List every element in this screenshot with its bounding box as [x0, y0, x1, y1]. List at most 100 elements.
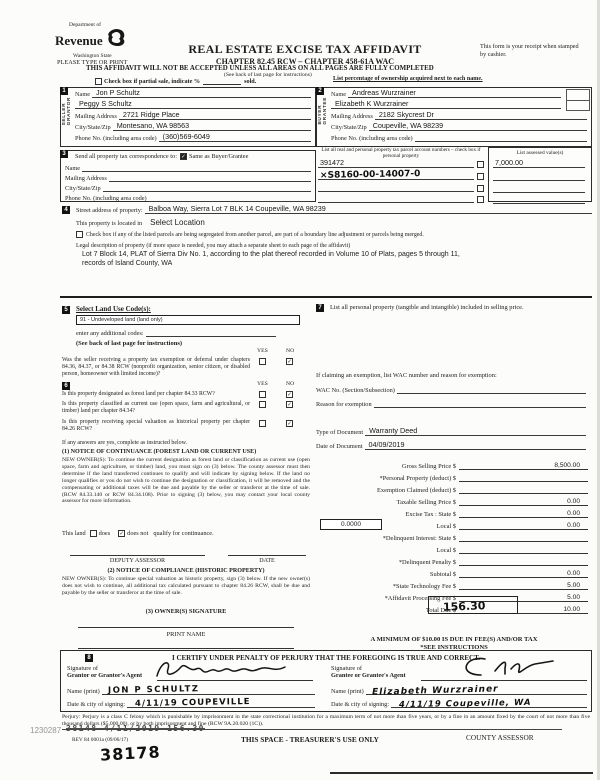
- corr-city-row: City/State/Zip: [65, 184, 311, 192]
- grantee-name-field: Elizabeth Wurzrainer: [365, 684, 587, 698]
- delinquent-interest-state-field: [459, 534, 588, 542]
- does-not-checkbox[interactable]: ✓: [118, 530, 126, 537]
- personal-property-checkbox-4[interactable]: [477, 196, 484, 203]
- seller-name2: Peggy S Schultz: [79, 99, 132, 108]
- excise-state-value: 0.00: [567, 510, 580, 517]
- form-title: REAL ESTATE EXCISE TAX AFFIDAVIT: [188, 42, 422, 56]
- receipt-note: This form is your receipt when stamped b…: [480, 43, 579, 58]
- historic-no-checkbox[interactable]: ✓: [286, 420, 293, 427]
- buyer-name2: Elizabeth K Wurzrainer: [335, 99, 409, 108]
- tech-fee-label: *State Technology Fee $: [392, 583, 456, 590]
- sold-label: sold.: [244, 78, 257, 85]
- see-instructions: *SEE INSTRUCTIONS: [420, 644, 488, 651]
- buyer-mailing-row: Mailing Address 2182 Skycrest Dr: [331, 110, 587, 120]
- buyer-box: 2 BUYER GRANTEE Name Andreas Wurzrainer …: [316, 87, 592, 147]
- personal-property-checkbox-2[interactable]: [477, 173, 484, 180]
- mailing-label: Mailing Address: [65, 175, 107, 182]
- parcel-header: List all real and personal property tax …: [321, 147, 481, 159]
- personal-property-checkbox-1[interactable]: [477, 161, 484, 168]
- forest-no-checkbox[interactable]: ✓: [286, 391, 293, 398]
- delinquent-penalty-label: *Delinquent Penalty $: [398, 559, 456, 566]
- rev-form-number: REV 84 0001a (09/06/17): [72, 737, 129, 743]
- owner-signature-line-2: [78, 648, 294, 649]
- corr-phone-row: Phone No. (including area code): [65, 194, 311, 202]
- date-of-document-value: 04/09/2019: [368, 440, 405, 449]
- revenue-swirl-icon: [105, 28, 127, 53]
- parcel-field-4: [318, 195, 474, 203]
- current-use-yes-checkbox[interactable]: [259, 401, 266, 408]
- deputy-signature-line: [70, 555, 205, 556]
- land-use-select[interactable]: 91 - Undeveloped land (land only): [76, 315, 300, 325]
- grantee-date-field: 4/11/19 Coupeville, WA: [391, 697, 587, 711]
- no-header: NO: [286, 381, 295, 387]
- exemption-yes-checkbox[interactable]: [259, 358, 266, 365]
- legal-description-line1: Lot 7 Block 14, PLAT of Sierra Div No. 1…: [82, 251, 460, 258]
- buyer-side-label: BUYER GRANTEE: [318, 97, 328, 125]
- gross-price-field: 8,500.00: [459, 462, 588, 470]
- grantor-date-handwritten: 4/11/19 COUPEVILLE: [134, 696, 251, 710]
- current-use-no-checkbox[interactable]: ✓: [286, 401, 293, 408]
- does-not-label: does not: [127, 530, 149, 537]
- seller-name-row: Name Jon P Schultz: [75, 88, 311, 98]
- local-rate-box[interactable]: 0.0000: [320, 519, 382, 530]
- certification-box: 8 I CERTIFY UNDER PENALTY OF PERJURY THA…: [60, 650, 592, 712]
- grantee-date-handwritten: 4/11/19 Coupeville, WA: [398, 697, 532, 711]
- additional-codes-label: enter any additional codes:: [76, 330, 144, 337]
- owner-signature-line: [78, 627, 294, 628]
- print-name-label: PRINT NAME: [166, 631, 206, 638]
- see-back-label: (See back of last page for instructions): [76, 340, 183, 347]
- section-5-number: 5: [62, 306, 70, 314]
- seller-phone-row: Phone No. (including area code) (360)569…: [75, 132, 311, 142]
- buyer-city-field: Coupeville, WA 98239: [368, 121, 587, 131]
- forest-yes-checkbox[interactable]: [259, 391, 266, 398]
- subtotal-label: Subtotal $: [429, 571, 456, 578]
- grantor-signature: [151, 657, 291, 686]
- legal-description-line2: records of Island County, WA: [82, 260, 173, 267]
- exemption-deduct-field: [459, 486, 588, 494]
- buyer-phone-field: [414, 134, 587, 142]
- name-label: Name: [65, 165, 81, 172]
- total-due-label: Total Due $: [425, 607, 456, 614]
- taxable-price-value: 0.00: [567, 498, 580, 505]
- footer-rule: [62, 729, 562, 730]
- grantee-name-label: Name (print): [331, 688, 364, 695]
- street-address-field: Balboa Way, Sierra Lot 7 BLK 14 Coupevil…: [144, 204, 592, 214]
- seller-name2-row: Peggy S Schultz: [75, 99, 311, 109]
- segregated-label: Check box if any of the listed parcels a…: [86, 232, 424, 238]
- form-title-block: REAL ESTATE EXCISE TAX AFFIDAVIT CHAPTER…: [150, 42, 460, 66]
- does-checkbox[interactable]: [89, 530, 97, 537]
- city-label: City/State/Zip: [331, 124, 367, 131]
- corr-mailing-field: [108, 174, 311, 182]
- dor-logo: Department of Revenue Washington State: [55, 22, 175, 59]
- county-assessor-label: COUNTY ASSESSOR: [466, 733, 534, 742]
- grantee-signature-line: [421, 680, 587, 681]
- right-column: 7 List all personal property (tangible a…: [316, 302, 592, 651]
- additional-codes-field: [145, 329, 276, 337]
- section-divider: [60, 296, 592, 298]
- location-select[interactable]: Select Location: [150, 218, 205, 227]
- historic-yes-checkbox[interactable]: [259, 420, 266, 427]
- delinquent-interest-state-label: *Delinquent Interest: State $: [382, 535, 456, 542]
- same-as-buyer-checkbox[interactable]: ✓: [179, 153, 187, 160]
- excise-local-field: 0.00: [459, 522, 588, 530]
- total-due-handwritten: 156.30: [442, 599, 486, 614]
- ownership-percent-box[interactable]: [566, 89, 590, 111]
- partial-sale-checkbox[interactable]: [95, 78, 102, 85]
- processing-fee-label: *Affidavit Processing Fee $: [384, 595, 456, 602]
- personal-property-checkbox-3[interactable]: [477, 185, 484, 192]
- assessed-field-1: 7,000.00: [493, 158, 585, 168]
- segregated-checkbox[interactable]: [76, 231, 83, 238]
- logo-state-text: Washington State: [73, 53, 112, 59]
- logo-revenue-text: Revenue: [55, 32, 103, 48]
- parcel-field-2: ×S8160-00-14007-0: [318, 169, 474, 181]
- correspondence-box: 3 Send all property tax correspondence t…: [60, 150, 316, 202]
- processing-fee-value: 5.00: [567, 594, 580, 601]
- seller-mailing: 2721 Ridge Place: [122, 110, 180, 119]
- blank-line: [203, 84, 242, 85]
- section-6-number: 6: [62, 382, 70, 390]
- exemption-no-checkbox[interactable]: ✓: [286, 358, 293, 365]
- ownership-note: List percentage of ownership acquired ne…: [333, 76, 483, 82]
- ownership-percent-cell[interactable]: [567, 90, 589, 101]
- section-7-number: 7: [316, 304, 324, 312]
